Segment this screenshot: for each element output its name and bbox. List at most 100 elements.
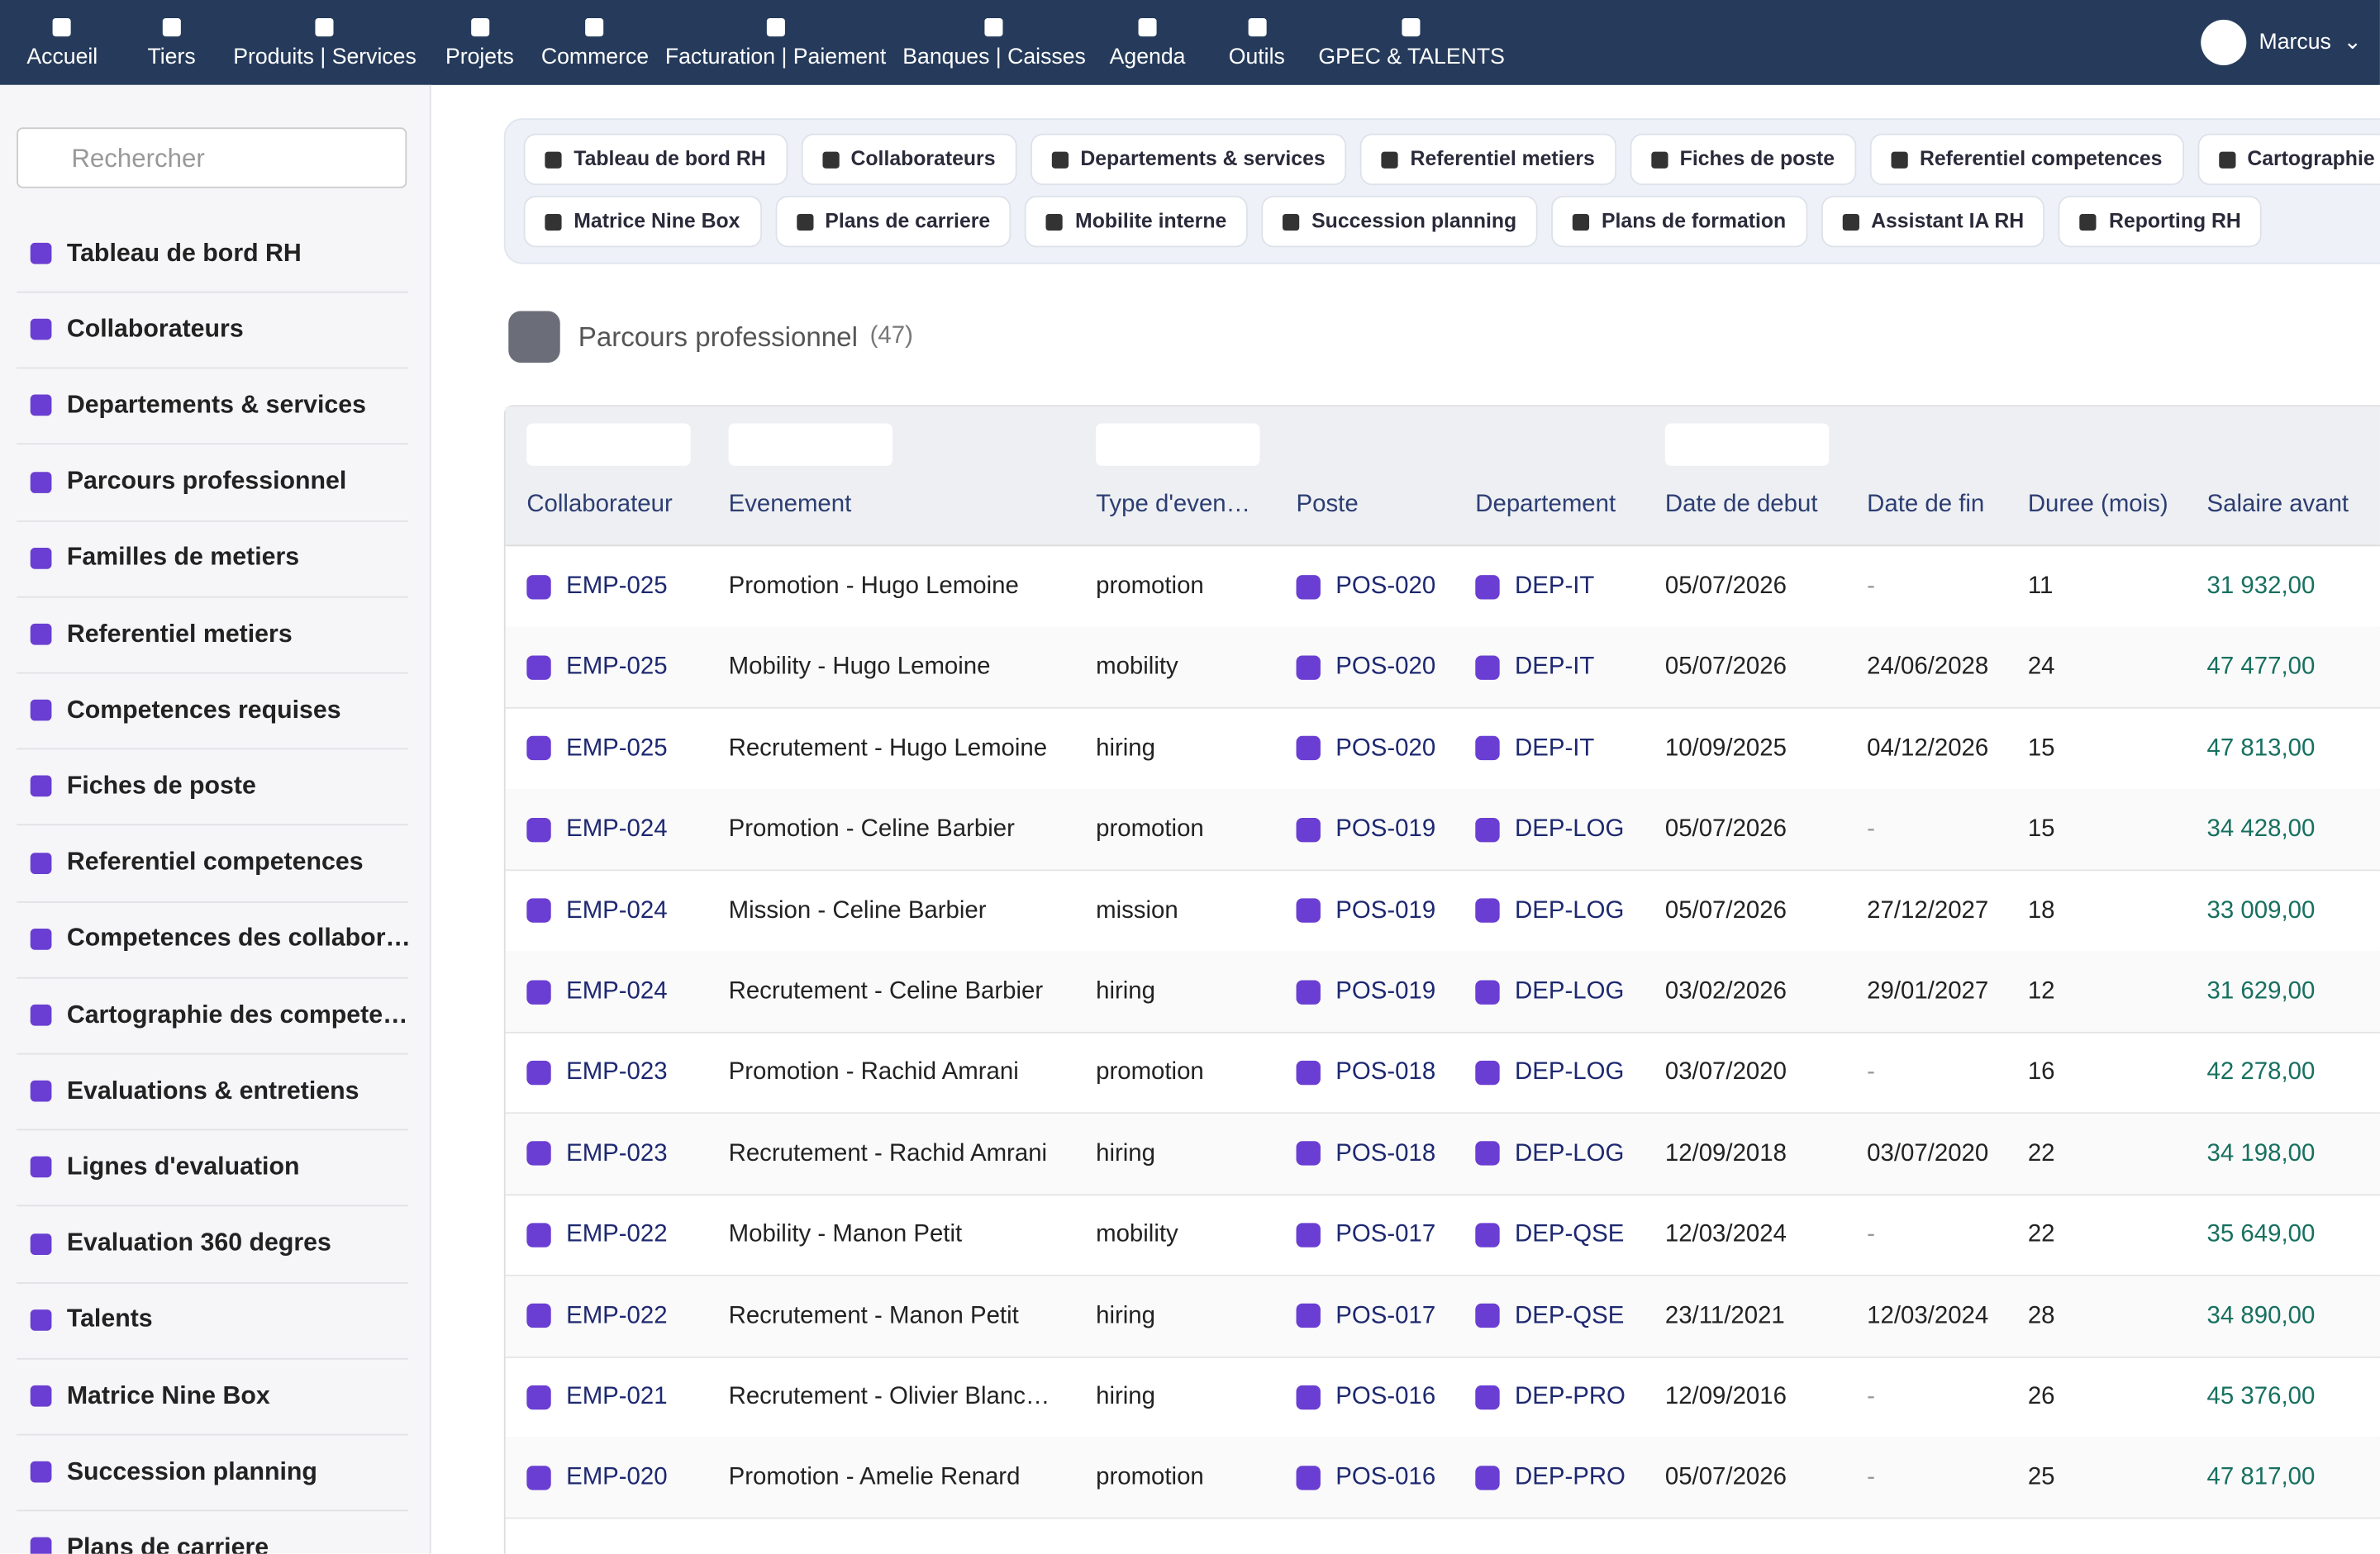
table-cell[interactable]: POS-019: [1296, 871, 1435, 951]
tab[interactable]: Referentiel metiers: [1359, 133, 1616, 186]
table-cell[interactable]: EMP-020: [526, 1438, 668, 1518]
column-header[interactable]: Date de fin: [1867, 492, 1985, 518]
table-cell[interactable]: POS-016: [1296, 1438, 1435, 1518]
table-cell[interactable]: POS-020: [1296, 708, 1435, 788]
tab[interactable]: Plans de carriere: [774, 195, 1011, 248]
table-cell[interactable]: POS-019: [1296, 952, 1435, 1032]
table-cell[interactable]: POS-020: [1296, 546, 1435, 626]
column-filter[interactable]: [526, 423, 691, 466]
table-cell[interactable]: DEP-LOG: [1475, 871, 1624, 951]
sidebar-link[interactable]: Talents: [17, 1282, 409, 1360]
table-row[interactable]: EMP-024 Promotion - Celine Barbier promoti…: [505, 789, 2380, 872]
column-header[interactable]: Date de debut: [1664, 492, 1818, 518]
column-filter[interactable]: [1664, 423, 1830, 466]
table-row[interactable]: EMP-023 Recrutement - Rachid Amrani hiring…: [505, 1113, 2380, 1195]
tab[interactable]: Tableau de bord RH: [523, 133, 788, 186]
tab[interactable]: Plans de formation: [1551, 195, 1807, 248]
table-cell[interactable]: EMP-024: [526, 952, 668, 1032]
table-cell[interactable]: EMP-022: [526, 1195, 668, 1275]
nav-item[interactable]: Accueil: [26, 0, 98, 85]
sidebar-link[interactable]: Departements & services: [17, 368, 409, 445]
table-row[interactable]: EMP-020 Promotion - Amelie Renard promotio…: [505, 1438, 2380, 1520]
user-menu[interactable]: Marcus ⌄: [2201, 19, 2362, 65]
table-cell[interactable]: EMP-024: [526, 789, 668, 869]
table-cell[interactable]: POS-019: [1296, 789, 1435, 869]
table-cell[interactable]: DEP-QSE: [1475, 1276, 1624, 1356]
column-header[interactable]: Collaborateur: [526, 492, 673, 518]
sidebar-link[interactable]: Referentiel metiers: [17, 596, 409, 674]
table-cell[interactable]: EMP-025: [526, 708, 668, 788]
nav-item[interactable]: Commerce: [541, 0, 649, 85]
table-cell[interactable]: EMP-023: [526, 1114, 668, 1194]
sidebar-link[interactable]: Referentiel competences: [17, 825, 409, 903]
table-row[interactable]: EMP-022 Recrutement - Manon Petit hiring PO…: [505, 1275, 2380, 1358]
sidebar-link[interactable]: Succession planning: [17, 1434, 409, 1512]
table-cell[interactable]: EMP-024: [526, 871, 668, 951]
column-header[interactable]: Evenement: [728, 492, 852, 518]
table-row[interactable]: EMP-023 Promotion - Rachid Amrani promotio…: [505, 1033, 2380, 1114]
sidebar-link[interactable]: Competences requises: [17, 672, 409, 750]
table-cell[interactable]: POS-020: [1296, 627, 1435, 707]
table-cell[interactable]: EMP-022: [526, 1276, 668, 1356]
sidebar-link[interactable]: Parcours professionnel: [17, 444, 409, 522]
nav-item[interactable]: Banques | Caisses: [902, 0, 1086, 85]
sidebar-link[interactable]: Familles de metiers: [17, 520, 409, 598]
table-row[interactable]: EMP-022 Mobility - Manon Petit mobility POS…: [505, 1195, 2380, 1277]
nav-item[interactable]: Agenda: [1110, 0, 1185, 85]
table-cell[interactable]: EMP-021: [526, 1357, 668, 1437]
table-cell[interactable]: DEP-QSE: [1475, 1195, 1624, 1275]
sidebar-link[interactable]: Matrice Nine Box: [17, 1358, 409, 1436]
table-cell[interactable]: POS-018: [1296, 1114, 1435, 1194]
search-box[interactable]: Rechercher: [17, 127, 407, 188]
table-cell[interactable]: POS-017: [1296, 1276, 1435, 1356]
column-header[interactable]: Departement: [1475, 492, 1616, 518]
table-row[interactable]: EMP-025 Promotion - Hugo Lemoine promotion…: [505, 546, 2380, 629]
tab[interactable]: Succession planning: [1261, 195, 1538, 248]
tab[interactable]: Collaborateurs: [800, 133, 1017, 186]
table-cell[interactable]: DEP-LOG: [1475, 952, 1624, 1032]
table-row[interactable]: EMP-025 Recrutement - Hugo Lemoine hiring P…: [505, 708, 2380, 791]
tab[interactable]: Fiches de poste: [1630, 133, 1856, 186]
nav-item[interactable]: GPEC & TALENTS: [1318, 0, 1505, 85]
table-cell[interactable]: POS-017: [1296, 1195, 1435, 1275]
table-cell[interactable]: DEP-IT: [1475, 627, 1594, 707]
sidebar-link[interactable]: Cartographie des compete…: [17, 977, 409, 1055]
column-header[interactable]: Type d'even…: [1096, 492, 1251, 518]
nav-item[interactable]: Facturation | Paiement: [665, 0, 886, 85]
table-row[interactable]: EMP-021 Recrutement - Olivier Blanc… hirin…: [505, 1357, 2380, 1439]
sidebar-link[interactable]: Evaluations & entretiens: [17, 1053, 409, 1131]
column-header[interactable]: Poste: [1296, 492, 1359, 518]
column-filter[interactable]: [728, 423, 892, 466]
sidebar-link[interactable]: Plans de carriere: [17, 1510, 408, 1554]
sidebar-link[interactable]: Evaluation 360 degres: [17, 1205, 409, 1284]
column-header[interactable]: Salaire avant: [2206, 492, 2349, 518]
tab[interactable]: Matrice Nine Box: [523, 195, 762, 248]
table-cell[interactable]: EMP-023: [526, 1033, 668, 1113]
tab[interactable]: Cartographie des competences: [2197, 133, 2380, 186]
table-cell[interactable]: DEP-PRO: [1475, 1438, 1626, 1518]
table-cell[interactable]: EMP-025: [526, 627, 668, 707]
nav-item[interactable]: Projets: [445, 0, 514, 85]
table-cell[interactable]: EMP-025: [526, 546, 668, 626]
sidebar-link[interactable]: Lignes d'evaluation: [17, 1129, 409, 1207]
tab[interactable]: Mobilite interne: [1025, 195, 1248, 248]
table-cell[interactable]: DEP-LOG: [1475, 1033, 1624, 1113]
table-cell[interactable]: DEP-IT: [1475, 708, 1594, 788]
tab[interactable]: Departements & services: [1030, 133, 1347, 186]
table-cell[interactable]: POS-016: [1296, 1357, 1435, 1437]
sidebar-link[interactable]: Competences des collabor…: [17, 901, 409, 979]
tab[interactable]: Assistant IA RH: [1821, 195, 2045, 248]
column-filter[interactable]: [1096, 423, 1260, 466]
sidebar-link[interactable]: Tableau de bord RH: [17, 216, 409, 293]
table-cell[interactable]: DEP-IT: [1475, 546, 1594, 626]
nav-item[interactable]: Tiers: [147, 0, 196, 85]
table-cell[interactable]: POS-018: [1296, 1033, 1435, 1113]
table-cell[interactable]: DEP-LOG: [1475, 789, 1624, 869]
table-row[interactable]: EMP-024 Recrutement - Celine Barbier hirin…: [505, 951, 2380, 1034]
table-row[interactable]: EMP-025 Mobility - Hugo Lemoine mobility PO…: [505, 627, 2380, 710]
column-header[interactable]: Duree (mois): [2027, 492, 2168, 518]
sidebar-link[interactable]: Collaborateurs: [17, 292, 409, 369]
sidebar-link[interactable]: Fiches de poste: [17, 748, 409, 826]
nav-item[interactable]: Outils: [1229, 0, 1285, 85]
tab[interactable]: Reporting RH: [2059, 195, 2263, 248]
